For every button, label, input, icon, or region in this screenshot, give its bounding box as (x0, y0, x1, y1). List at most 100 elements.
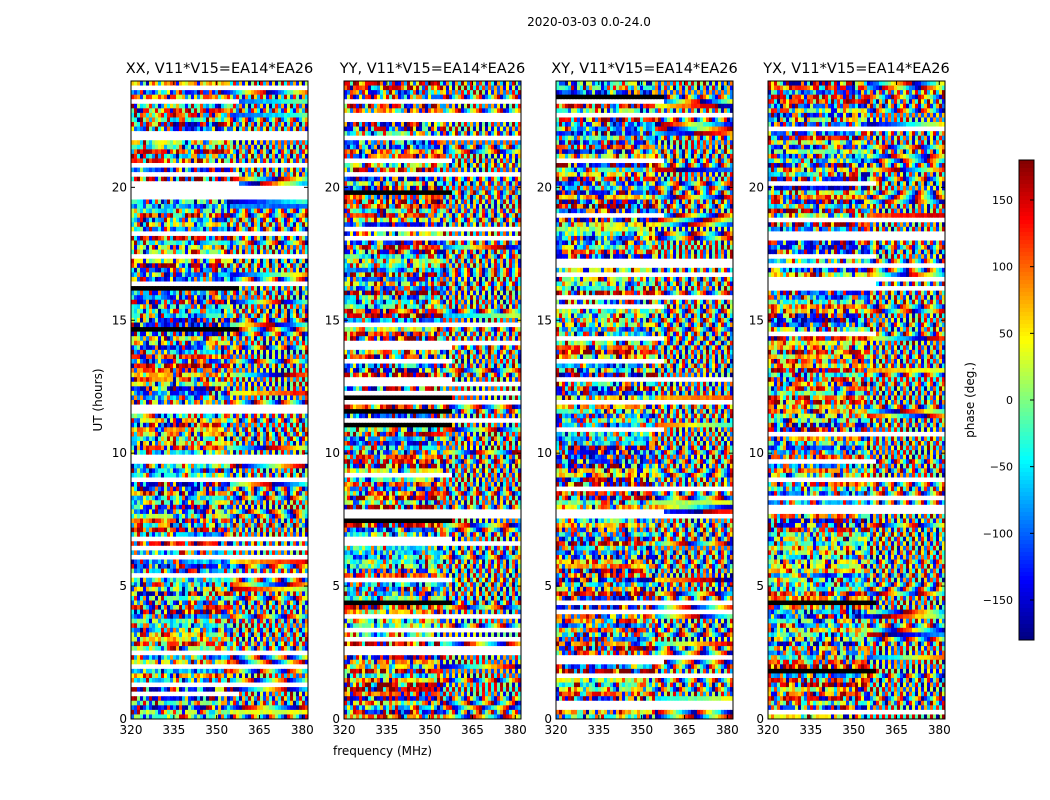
heatmap-cells (768, 81, 945, 719)
x-tick-label: 380 (928, 723, 951, 737)
colorbar-segment (1019, 412, 1034, 417)
y-tick-label: 5 (544, 579, 552, 593)
colorbar-segment (1019, 484, 1034, 489)
x-tick-label: 365 (248, 723, 271, 737)
colorbar-segment (1019, 420, 1034, 425)
colorbar-segment (1019, 216, 1034, 221)
x-tick-label: 365 (673, 723, 696, 737)
colorbar-segment (1019, 608, 1034, 613)
x-tick-label: 335 (587, 723, 610, 737)
colorbar-segment (1019, 264, 1034, 269)
panel-2: YY, V11*V15=EA14*EA26 320 335 350 365 380 0 5 10… (325, 61, 527, 758)
colorbar-segment (1019, 324, 1034, 329)
colorbar-segment (1019, 308, 1034, 313)
y-tick-label: 20 (325, 180, 340, 194)
colorbar-segment (1019, 292, 1034, 297)
colorbar-segment (1019, 624, 1034, 629)
colorbar-segment (1019, 180, 1034, 185)
colorbar-segment (1019, 204, 1034, 209)
panel-title: YX, V11*V15=EA14*EA26 (762, 61, 949, 77)
x-tick-label: 350 (842, 723, 865, 737)
colorbar-segment (1019, 584, 1034, 589)
y-tick-label: 5 (119, 579, 127, 593)
colorbar-segment (1019, 436, 1034, 441)
colorbar-segment (1019, 372, 1034, 377)
y-tick-label: 10 (112, 446, 127, 460)
y-tick-label: 15 (749, 313, 764, 327)
colorbar-segment (1019, 236, 1034, 241)
colorbar-segment (1019, 356, 1034, 361)
x-axis-label: frequency (MHz) (333, 744, 432, 758)
colorbar-segment (1019, 380, 1034, 385)
heatmap-cells (556, 81, 733, 719)
colorbar-tick-label: −50 (990, 461, 1013, 474)
colorbar-segment (1019, 492, 1034, 497)
colorbar-segment (1019, 432, 1034, 437)
x-tick-label: 320 (757, 723, 780, 737)
colorbar-segment (1019, 480, 1034, 485)
x-tick-label: 320 (545, 723, 568, 737)
axes-frame (343, 80, 522, 720)
colorbar-segment (1019, 224, 1034, 229)
colorbar-segment (1019, 496, 1034, 501)
colorbar-segment (1019, 396, 1034, 401)
colorbar-segment (1019, 520, 1034, 525)
x-tick-label: 335 (162, 723, 185, 737)
colorbar-segment (1019, 500, 1034, 505)
colorbar-segment (1019, 384, 1034, 389)
colorbar-segment (1019, 444, 1034, 449)
colorbar-segment (1019, 172, 1034, 177)
colorbar-segment (1019, 564, 1034, 569)
colorbar-tick-label: −150 (983, 594, 1013, 607)
colorbar-segment (1019, 212, 1034, 217)
colorbar-segment (1019, 316, 1034, 321)
colorbar-segment (1019, 176, 1034, 181)
colorbar-segment (1019, 600, 1034, 605)
y-tick-label: 15 (325, 313, 340, 327)
colorbar-segment (1019, 540, 1034, 545)
colorbar-segment (1019, 368, 1034, 373)
colorbar-segment (1019, 628, 1034, 633)
colorbar-segment (1019, 352, 1034, 357)
y-tick-label: 20 (749, 180, 764, 194)
colorbar-segment (1019, 512, 1034, 517)
colorbar-segment (1019, 572, 1034, 577)
colorbar-segment (1019, 528, 1034, 533)
colorbar-segment (1019, 508, 1034, 513)
colorbar-segment (1019, 344, 1034, 349)
y-tick-label: 0 (756, 712, 764, 726)
colorbar-tick-label: 100 (992, 261, 1013, 274)
colorbar-segment (1019, 328, 1034, 333)
colorbar-segment (1019, 228, 1034, 233)
panel-3: XY, V11*V15=EA14*EA26 320 335 350 365 380 0 5 10… (537, 61, 739, 737)
colorbar-segment (1019, 400, 1034, 405)
colorbar-segment (1019, 428, 1034, 433)
y-tick-label: 15 (537, 313, 552, 327)
colorbar-segment (1019, 268, 1034, 273)
colorbar-segment (1019, 244, 1034, 249)
colorbar-segment (1019, 616, 1034, 621)
y-tick-label: 10 (749, 446, 764, 460)
colorbar-segment (1019, 260, 1034, 265)
colorbar-segment (1019, 604, 1034, 609)
colorbar-tick-label: 150 (992, 194, 1013, 207)
colorbar-segment (1019, 448, 1034, 453)
x-tick-label: 365 (461, 723, 484, 737)
colorbar-segment (1019, 312, 1034, 317)
colorbar-segment (1019, 440, 1034, 445)
x-tick-label: 335 (799, 723, 822, 737)
colorbar-segment (1019, 200, 1034, 205)
y-tick-label: 0 (544, 712, 552, 726)
colorbar-segment (1019, 284, 1034, 289)
y-tick-label: 0 (332, 712, 340, 726)
colorbar-segment (1019, 592, 1034, 597)
colorbar-segment (1019, 364, 1034, 369)
heatmap-cells (131, 81, 308, 719)
colorbar-segment (1019, 548, 1034, 553)
colorbar-segment (1019, 332, 1034, 337)
axes-frame (130, 80, 309, 720)
colorbar-segment (1019, 544, 1034, 549)
figure-suptitle: 2020-03-03 0.0-24.0 (527, 15, 651, 29)
colorbar-segment (1019, 576, 1034, 581)
colorbar-segment (1019, 348, 1034, 353)
